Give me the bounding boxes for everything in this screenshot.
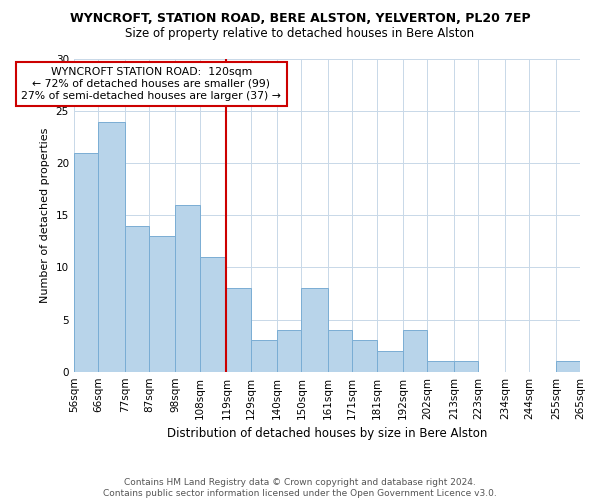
Bar — [403, 330, 427, 372]
X-axis label: Distribution of detached houses by size in Bere Alston: Distribution of detached houses by size … — [167, 427, 487, 440]
Bar — [98, 122, 125, 372]
Bar — [377, 351, 403, 372]
Bar — [454, 362, 478, 372]
Bar — [301, 288, 328, 372]
Bar — [556, 362, 580, 372]
Text: WYNCROFT, STATION ROAD, BERE ALSTON, YELVERTON, PL20 7EP: WYNCROFT, STATION ROAD, BERE ALSTON, YEL… — [70, 12, 530, 26]
Bar — [74, 153, 98, 372]
Bar — [251, 340, 277, 372]
Bar — [226, 288, 251, 372]
Text: Contains HM Land Registry data © Crown copyright and database right 2024.
Contai: Contains HM Land Registry data © Crown c… — [103, 478, 497, 498]
Y-axis label: Number of detached properties: Number of detached properties — [40, 128, 50, 303]
Bar — [328, 330, 352, 372]
Bar — [427, 362, 454, 372]
Text: Size of property relative to detached houses in Bere Alston: Size of property relative to detached ho… — [125, 28, 475, 40]
Bar — [352, 340, 377, 372]
Bar — [149, 236, 175, 372]
Bar — [200, 257, 226, 372]
Bar — [125, 226, 149, 372]
Bar — [277, 330, 301, 372]
Text: WYNCROFT STATION ROAD:  120sqm
← 72% of detached houses are smaller (99)
27% of : WYNCROFT STATION ROAD: 120sqm ← 72% of d… — [22, 68, 281, 100]
Bar — [175, 205, 200, 372]
